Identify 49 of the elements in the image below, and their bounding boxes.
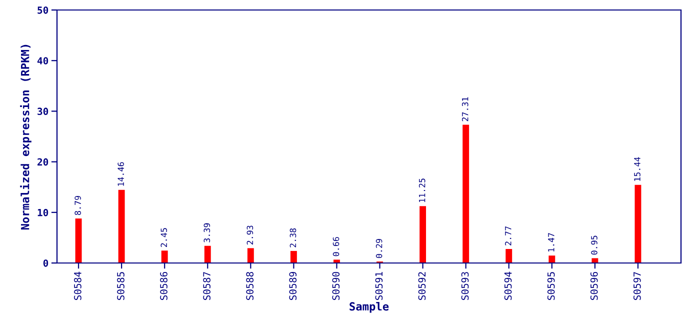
x-tick-label: S0588 <box>246 272 254 300</box>
bar <box>592 258 598 263</box>
y-tick-label: 0 <box>43 259 48 267</box>
data-label: 27.31 <box>462 97 468 122</box>
x-tick-label: S0591 <box>375 272 383 300</box>
data-label: 3.39 <box>204 223 210 242</box>
bar <box>290 250 297 263</box>
data-label: 14.46 <box>118 162 124 186</box>
data-label: 2.77 <box>505 226 512 246</box>
y-tick-label: 50 <box>38 6 48 14</box>
x-tick-label: S0584 <box>74 272 82 300</box>
x-tick-label: S0592 <box>418 272 426 300</box>
data-label: 0.66 <box>332 237 340 256</box>
y-tick-label: 30 <box>38 108 48 116</box>
bar <box>118 190 125 263</box>
x-tick-label: S0595 <box>547 272 555 300</box>
bar <box>420 206 426 263</box>
bar <box>634 184 642 263</box>
x-tick-label: S0587 <box>203 272 210 300</box>
bar <box>333 260 340 263</box>
y-tick-label: 10 <box>38 208 48 216</box>
data-label: 11.25 <box>418 178 426 202</box>
x-tick-label: S0597 <box>633 272 641 300</box>
bar <box>462 124 470 263</box>
x-tick-label: S0596 <box>590 272 598 300</box>
bar <box>506 248 512 263</box>
data-label: 15.44 <box>634 157 640 181</box>
data-label: 2.93 <box>246 226 254 245</box>
x-tick-label: S0594 <box>504 272 512 300</box>
bar <box>75 218 82 263</box>
data-label: 1.47 <box>548 233 554 252</box>
bar <box>161 250 168 263</box>
x-axis-title: Sample <box>350 302 389 313</box>
bar <box>548 256 556 263</box>
x-tick-label: S0589 <box>289 272 297 300</box>
y-tick-label: 20 <box>38 158 48 166</box>
x-tick-label: S0593 <box>461 272 469 300</box>
y-tick-label: 40 <box>37 57 48 64</box>
data-label: 2.38 <box>290 228 296 248</box>
data-label: 0.29 <box>376 238 382 258</box>
data-label: 0.95 <box>591 236 598 255</box>
data-label: 8.79 <box>74 196 81 215</box>
data-label: 2.45 <box>160 228 168 247</box>
x-tick-label: S0586 <box>160 272 168 300</box>
y-axis-title: Normalized expression (RPKM) <box>20 44 32 230</box>
bar <box>247 248 254 263</box>
bar <box>204 246 211 263</box>
x-tick-label: S0585 <box>117 272 124 300</box>
x-tick-label: S0590 <box>332 272 340 300</box>
